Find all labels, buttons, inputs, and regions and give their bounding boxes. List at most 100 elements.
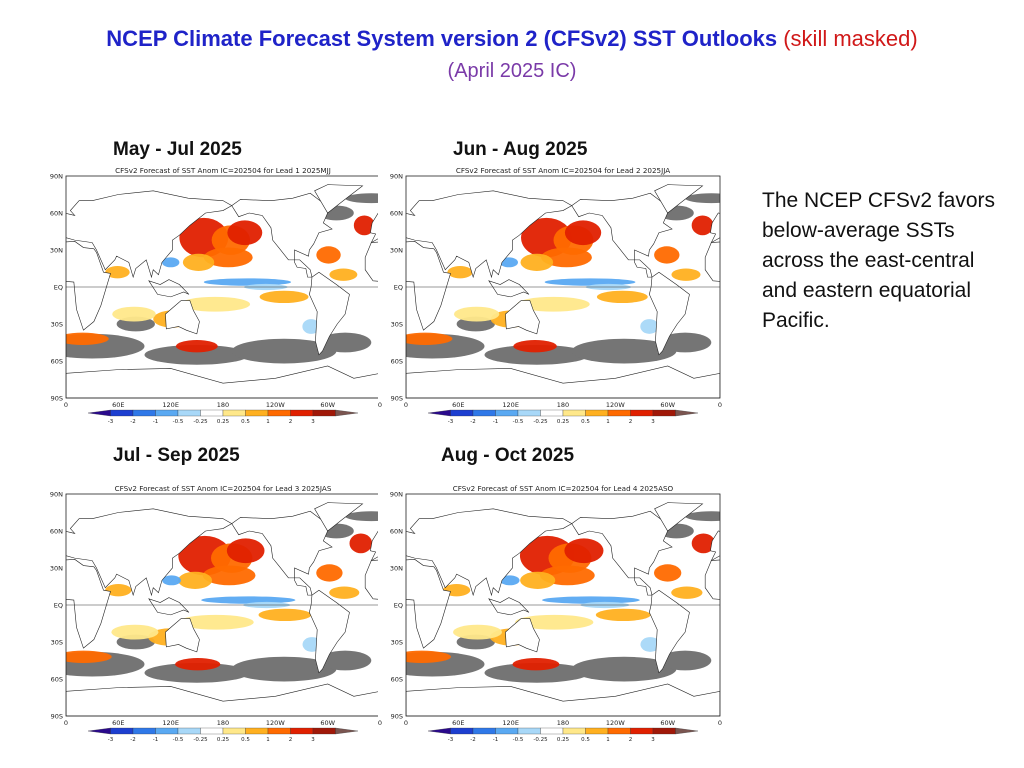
colorbar-segment: [517, 727, 541, 735]
landmass: [396, 508, 573, 597]
anomaly-patch: [55, 650, 112, 663]
anomaly-patch: [202, 565, 256, 586]
colorbar-label: 0.25: [557, 737, 570, 743]
colorbar-label: 0.25: [217, 737, 230, 743]
colorbar-segment: [290, 727, 314, 735]
colorbar-segment: [110, 409, 134, 417]
colorbar-segment: [110, 727, 134, 735]
colorbar-segment: [585, 727, 609, 735]
anomaly-patch: [691, 533, 716, 554]
anomaly-patch: [182, 253, 215, 271]
colorbar-segment: [177, 409, 201, 417]
anomaly-patch: [517, 296, 590, 312]
lon-tick-label: 120E: [502, 401, 519, 409]
colorbar-segment: [335, 727, 359, 735]
colorbar-segment: [267, 409, 291, 417]
anomaly-patch: [259, 290, 309, 304]
landmass: [704, 241, 724, 283]
anomaly-patch: [447, 266, 473, 279]
colorbar-segment: [290, 409, 314, 417]
lat-tick-label: 90S: [391, 713, 403, 721]
colorbar-label: -0.25: [533, 737, 548, 743]
colorbar-segment: [87, 727, 111, 735]
sst-map: CFSv2 Forecast of SST Anom IC=202504 for…: [378, 484, 724, 743]
anomaly-patch: [595, 608, 651, 622]
masked-region: [144, 344, 250, 365]
lon-tick-label: 60E: [112, 719, 124, 727]
masked-region: [658, 650, 712, 671]
map-frame: [405, 493, 721, 717]
lon-tick-label: 120E: [162, 719, 179, 727]
lat-tick-label: EQ: [54, 284, 63, 292]
colorbar-segment: [495, 727, 519, 735]
colorbar-segment: [132, 727, 156, 735]
lat-tick-label: 90N: [390, 491, 403, 499]
colorbar-label: -0.5: [513, 419, 524, 425]
colorbar-label: -0.5: [173, 419, 184, 425]
map-header: CFSv2 Forecast of SST Anom IC=202504 for…: [115, 166, 331, 175]
colorbar-segment: [652, 409, 676, 417]
colorbar-segment: [630, 727, 654, 735]
colorbar-segment: [607, 409, 631, 417]
colorbar-label: 2: [289, 737, 293, 743]
anomaly-patch: [316, 246, 341, 264]
lat-tick-label: EQ: [394, 284, 403, 292]
anomaly-patch: [353, 215, 375, 236]
lon-tick-label: 60E: [452, 401, 464, 409]
lon-tick-label: 60W: [660, 719, 675, 727]
colorbar-segment: [540, 727, 564, 735]
landmass: [488, 279, 530, 298]
colorbar-segment: [200, 409, 224, 417]
anomaly-patch: [541, 247, 592, 268]
landmass: [56, 190, 233, 279]
masked-region: [345, 511, 384, 522]
lat-tick-label: 90N: [50, 491, 63, 499]
landmass: [165, 300, 200, 335]
sst-map-panel: CFSv2 Forecast of SST Anom IC=202504 for…: [38, 480, 384, 748]
anomaly-patch: [653, 564, 682, 582]
colorbar-label: 2: [629, 419, 633, 425]
landmass: [488, 597, 530, 616]
lon-tick-label: 120E: [502, 719, 519, 727]
colorbar-segment: [540, 409, 564, 417]
landmass: [654, 184, 704, 214]
lon-tick-label: 120W: [606, 719, 625, 727]
anomaly-patch: [203, 278, 292, 286]
landmass: [649, 589, 690, 674]
title: NCEP Climate Forecast System version 2 (…: [0, 26, 1024, 52]
colorbar-segment: [155, 409, 179, 417]
colorbar-segment: [427, 727, 451, 735]
colorbar-segment: [630, 409, 654, 417]
colorbar-segment: [450, 409, 474, 417]
map-header: CFSv2 Forecast of SST Anom IC=202504 for…: [456, 166, 670, 175]
colorbar-label: -1: [493, 419, 498, 425]
lon-tick-label: 0: [378, 401, 382, 409]
landmass: [309, 589, 350, 674]
lat-tick-label: 60N: [390, 210, 403, 218]
season-label: Aug - Oct 2025: [441, 445, 575, 466]
colorbar-segment: [517, 409, 541, 417]
colorbar-label: -3: [108, 737, 114, 743]
anomaly-patch: [453, 624, 502, 640]
anomaly-patch: [397, 332, 453, 345]
masked-region: [484, 662, 590, 683]
lat-tick-label: 60S: [391, 676, 403, 684]
sst-map: CFSv2 Forecast of SST Anom IC=202504 for…: [38, 484, 384, 743]
colorbar-label: -1: [153, 737, 158, 743]
lon-tick-label: 120E: [162, 401, 179, 409]
anomaly-patch: [691, 215, 714, 236]
anomaly-patch: [178, 571, 213, 589]
colorbar-segment: [427, 409, 451, 417]
masked-region: [571, 338, 677, 364]
lat-tick-label: 60N: [390, 528, 403, 536]
lon-tick-label: 180: [557, 719, 569, 727]
anomaly-patch: [227, 220, 263, 246]
colorbar-segment: [472, 409, 496, 417]
colorbar-label: -2: [470, 419, 475, 425]
colorbar-segment: [87, 409, 111, 417]
lon-tick-label: 60E: [452, 719, 464, 727]
anomaly-patch: [105, 584, 132, 597]
lon-tick-label: 0: [718, 719, 722, 727]
colorbar-segment: [222, 727, 246, 735]
anomaly-patch: [258, 608, 312, 622]
